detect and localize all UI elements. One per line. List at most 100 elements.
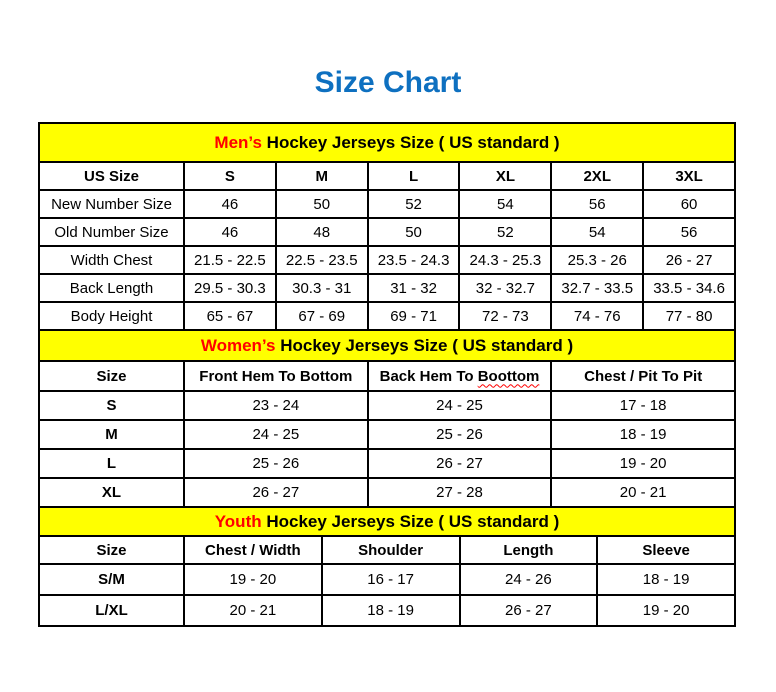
table-row: M 24 - 25 25 - 26 18 - 19 (38, 419, 736, 450)
men-row-label: Back Length (38, 273, 185, 303)
women-banner: Women’s Hockey Jerseys Size ( US standar… (38, 329, 736, 362)
men-row-label: New Number Size (38, 189, 185, 219)
table-row: S/M 19 - 20 16 - 17 24 - 26 18 - 19 (38, 563, 736, 596)
men-cell: 56 (642, 217, 736, 247)
women-cell: 18 - 19 (550, 419, 736, 450)
men-cell: 54 (458, 189, 553, 219)
men-col-header: 2XL (550, 161, 645, 191)
men-cell: 46 (183, 217, 277, 247)
men-cell: 46 (183, 189, 277, 219)
men-banner-row: Men’s Hockey Jerseys Size ( US standard … (38, 122, 736, 163)
men-cell: 72 - 73 (458, 301, 553, 331)
women-cell: 25 - 26 (183, 448, 369, 479)
women-col-header: Size (38, 360, 185, 392)
table-row: New Number Size 46 50 52 54 56 60 (38, 189, 736, 219)
table-row: S 23 - 24 24 - 25 17 - 18 (38, 390, 736, 421)
men-cell: 74 - 76 (550, 301, 645, 331)
men-cell: 50 (274, 189, 369, 219)
women-cell: 19 - 20 (550, 448, 736, 479)
youth-size-table: Youth Hockey Jerseys Size ( US standard … (38, 506, 736, 627)
men-cell: 69 - 71 (366, 301, 461, 331)
women-col-header: Front Hem To Bottom (183, 360, 369, 392)
men-cell: 67 - 69 (274, 301, 369, 331)
women-header-row: Size Front Hem To Bottom Back Hem To Boo… (38, 360, 736, 392)
men-cell: 33.5 - 34.6 (642, 273, 736, 303)
youth-cell: 19 - 20 (183, 563, 323, 596)
men-col-header: 3XL (642, 161, 736, 191)
youth-cell: 20 - 21 (183, 594, 323, 627)
youth-banner-highlight: Youth (214, 511, 262, 531)
women-row-label: XL (38, 477, 185, 508)
youth-cell: 16 - 17 (320, 563, 461, 596)
women-row-label: M (38, 419, 185, 450)
men-cell: 21.5 - 22.5 (183, 245, 277, 275)
women-cell: 23 - 24 (183, 390, 369, 421)
women-col-header-text: Back Hem To (379, 367, 478, 385)
women-col-header: Chest / Pit To Pit (550, 360, 736, 392)
men-cell: 25.3 - 26 (550, 245, 645, 275)
women-cell: 26 - 27 (366, 448, 553, 479)
youth-header-row: Size Chest / Width Shoulder Length Sleev… (38, 535, 736, 565)
men-banner: Men’s Hockey Jerseys Size ( US standard … (38, 122, 736, 163)
men-col-header: M (274, 161, 369, 191)
men-banner-highlight: Men’s (214, 132, 262, 152)
women-row-label: L (38, 448, 185, 479)
women-cell: 24 - 25 (183, 419, 369, 450)
men-col-header: L (366, 161, 461, 191)
youth-banner-row: Youth Hockey Jerseys Size ( US standard … (38, 506, 736, 537)
men-cell: 29.5 - 30.3 (183, 273, 277, 303)
women-banner-highlight: Women’s (200, 335, 276, 355)
women-cell: 24 - 25 (366, 390, 553, 421)
women-cell: 26 - 27 (183, 477, 369, 508)
men-cell: 77 - 80 (642, 301, 736, 331)
misspelled-word-spellcheck: Boottom (477, 367, 540, 385)
table-row: Old Number Size 46 48 50 52 54 56 (38, 217, 736, 247)
youth-row-label: S/M (38, 563, 185, 596)
women-cell: 27 - 28 (366, 477, 553, 508)
table-row: XL 26 - 27 27 - 28 20 - 21 (38, 477, 736, 508)
women-row-label: S (38, 390, 185, 421)
youth-banner-text: Hockey Jerseys Size ( US standard ) (261, 511, 560, 531)
men-cell: 48 (274, 217, 369, 247)
youth-banner: Youth Hockey Jerseys Size ( US standard … (38, 506, 736, 537)
women-banner-text: Hockey Jerseys Size ( US standard ) (275, 335, 574, 355)
youth-cell: 24 - 26 (458, 563, 599, 596)
table-row: L/XL 20 - 21 18 - 19 26 - 27 19 - 20 (38, 594, 736, 627)
women-col-header: Back Hem To Boottom (366, 360, 553, 392)
men-col-header: XL (458, 161, 553, 191)
table-row: Back Length 29.5 - 30.3 30.3 - 31 31 - 3… (38, 273, 736, 303)
youth-col-header: Shoulder (320, 535, 461, 565)
men-cell: 65 - 67 (183, 301, 277, 331)
men-size-table: Men’s Hockey Jerseys Size ( US standard … (38, 122, 736, 331)
youth-cell: 26 - 27 (458, 594, 599, 627)
men-cell: 50 (366, 217, 461, 247)
men-cell: 52 (366, 189, 461, 219)
women-size-table: Women’s Hockey Jerseys Size ( US standar… (38, 329, 736, 508)
table-row: Body Height 65 - 67 67 - 69 69 - 71 72 -… (38, 301, 736, 331)
youth-cell: 18 - 19 (320, 594, 461, 627)
men-cell: 60 (642, 189, 736, 219)
youth-col-header: Sleeve (596, 535, 736, 565)
men-cell: 30.3 - 31 (274, 273, 369, 303)
table-row: Width Chest 21.5 - 22.5 22.5 - 23.5 23.5… (38, 245, 736, 275)
women-cell: 17 - 18 (550, 390, 736, 421)
men-cell: 32.7 - 33.5 (550, 273, 645, 303)
men-row-label: Body Height (38, 301, 185, 331)
youth-row-label: L/XL (38, 594, 185, 627)
youth-cell: 18 - 19 (596, 563, 736, 596)
men-col-header: US Size (38, 161, 185, 191)
table-row: L 25 - 26 26 - 27 19 - 20 (38, 448, 736, 479)
men-cell: 54 (550, 217, 645, 247)
men-col-header: S (183, 161, 277, 191)
men-cell: 52 (458, 217, 553, 247)
size-chart-tables: Men’s Hockey Jerseys Size ( US standard … (38, 122, 736, 627)
youth-col-header: Chest / Width (183, 535, 323, 565)
youth-col-header: Size (38, 535, 185, 565)
page-title: Size Chart (314, 66, 462, 99)
men-cell: 31 - 32 (366, 273, 461, 303)
men-banner-text: Hockey Jerseys Size ( US standard ) (261, 132, 560, 152)
youth-cell: 19 - 20 (596, 594, 736, 627)
men-row-label: Old Number Size (38, 217, 185, 247)
youth-col-header: Length (458, 535, 599, 565)
women-cell: 20 - 21 (550, 477, 736, 508)
